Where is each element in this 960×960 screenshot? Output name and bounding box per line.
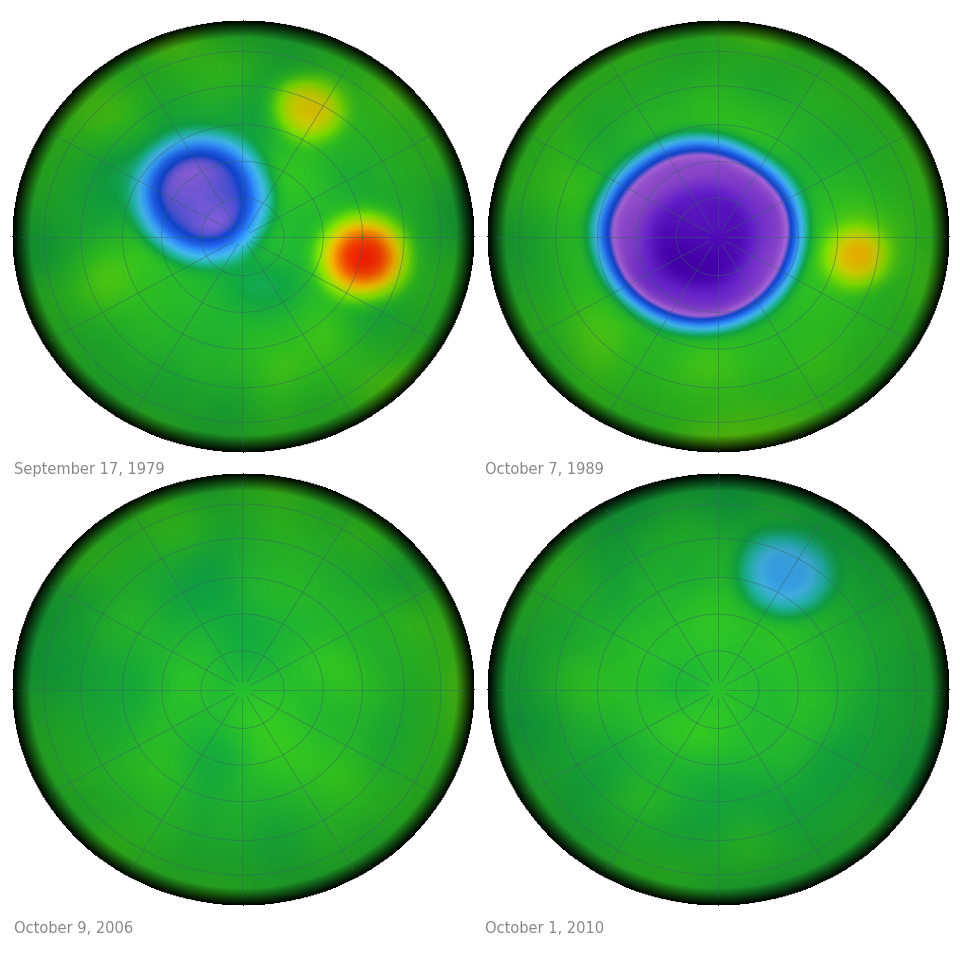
Text: October 1, 2010: October 1, 2010 xyxy=(485,921,604,936)
Text: September 17, 1979: September 17, 1979 xyxy=(14,462,165,477)
Text: October 7, 1989: October 7, 1989 xyxy=(485,462,604,477)
Text: October 9, 2006: October 9, 2006 xyxy=(14,921,133,936)
